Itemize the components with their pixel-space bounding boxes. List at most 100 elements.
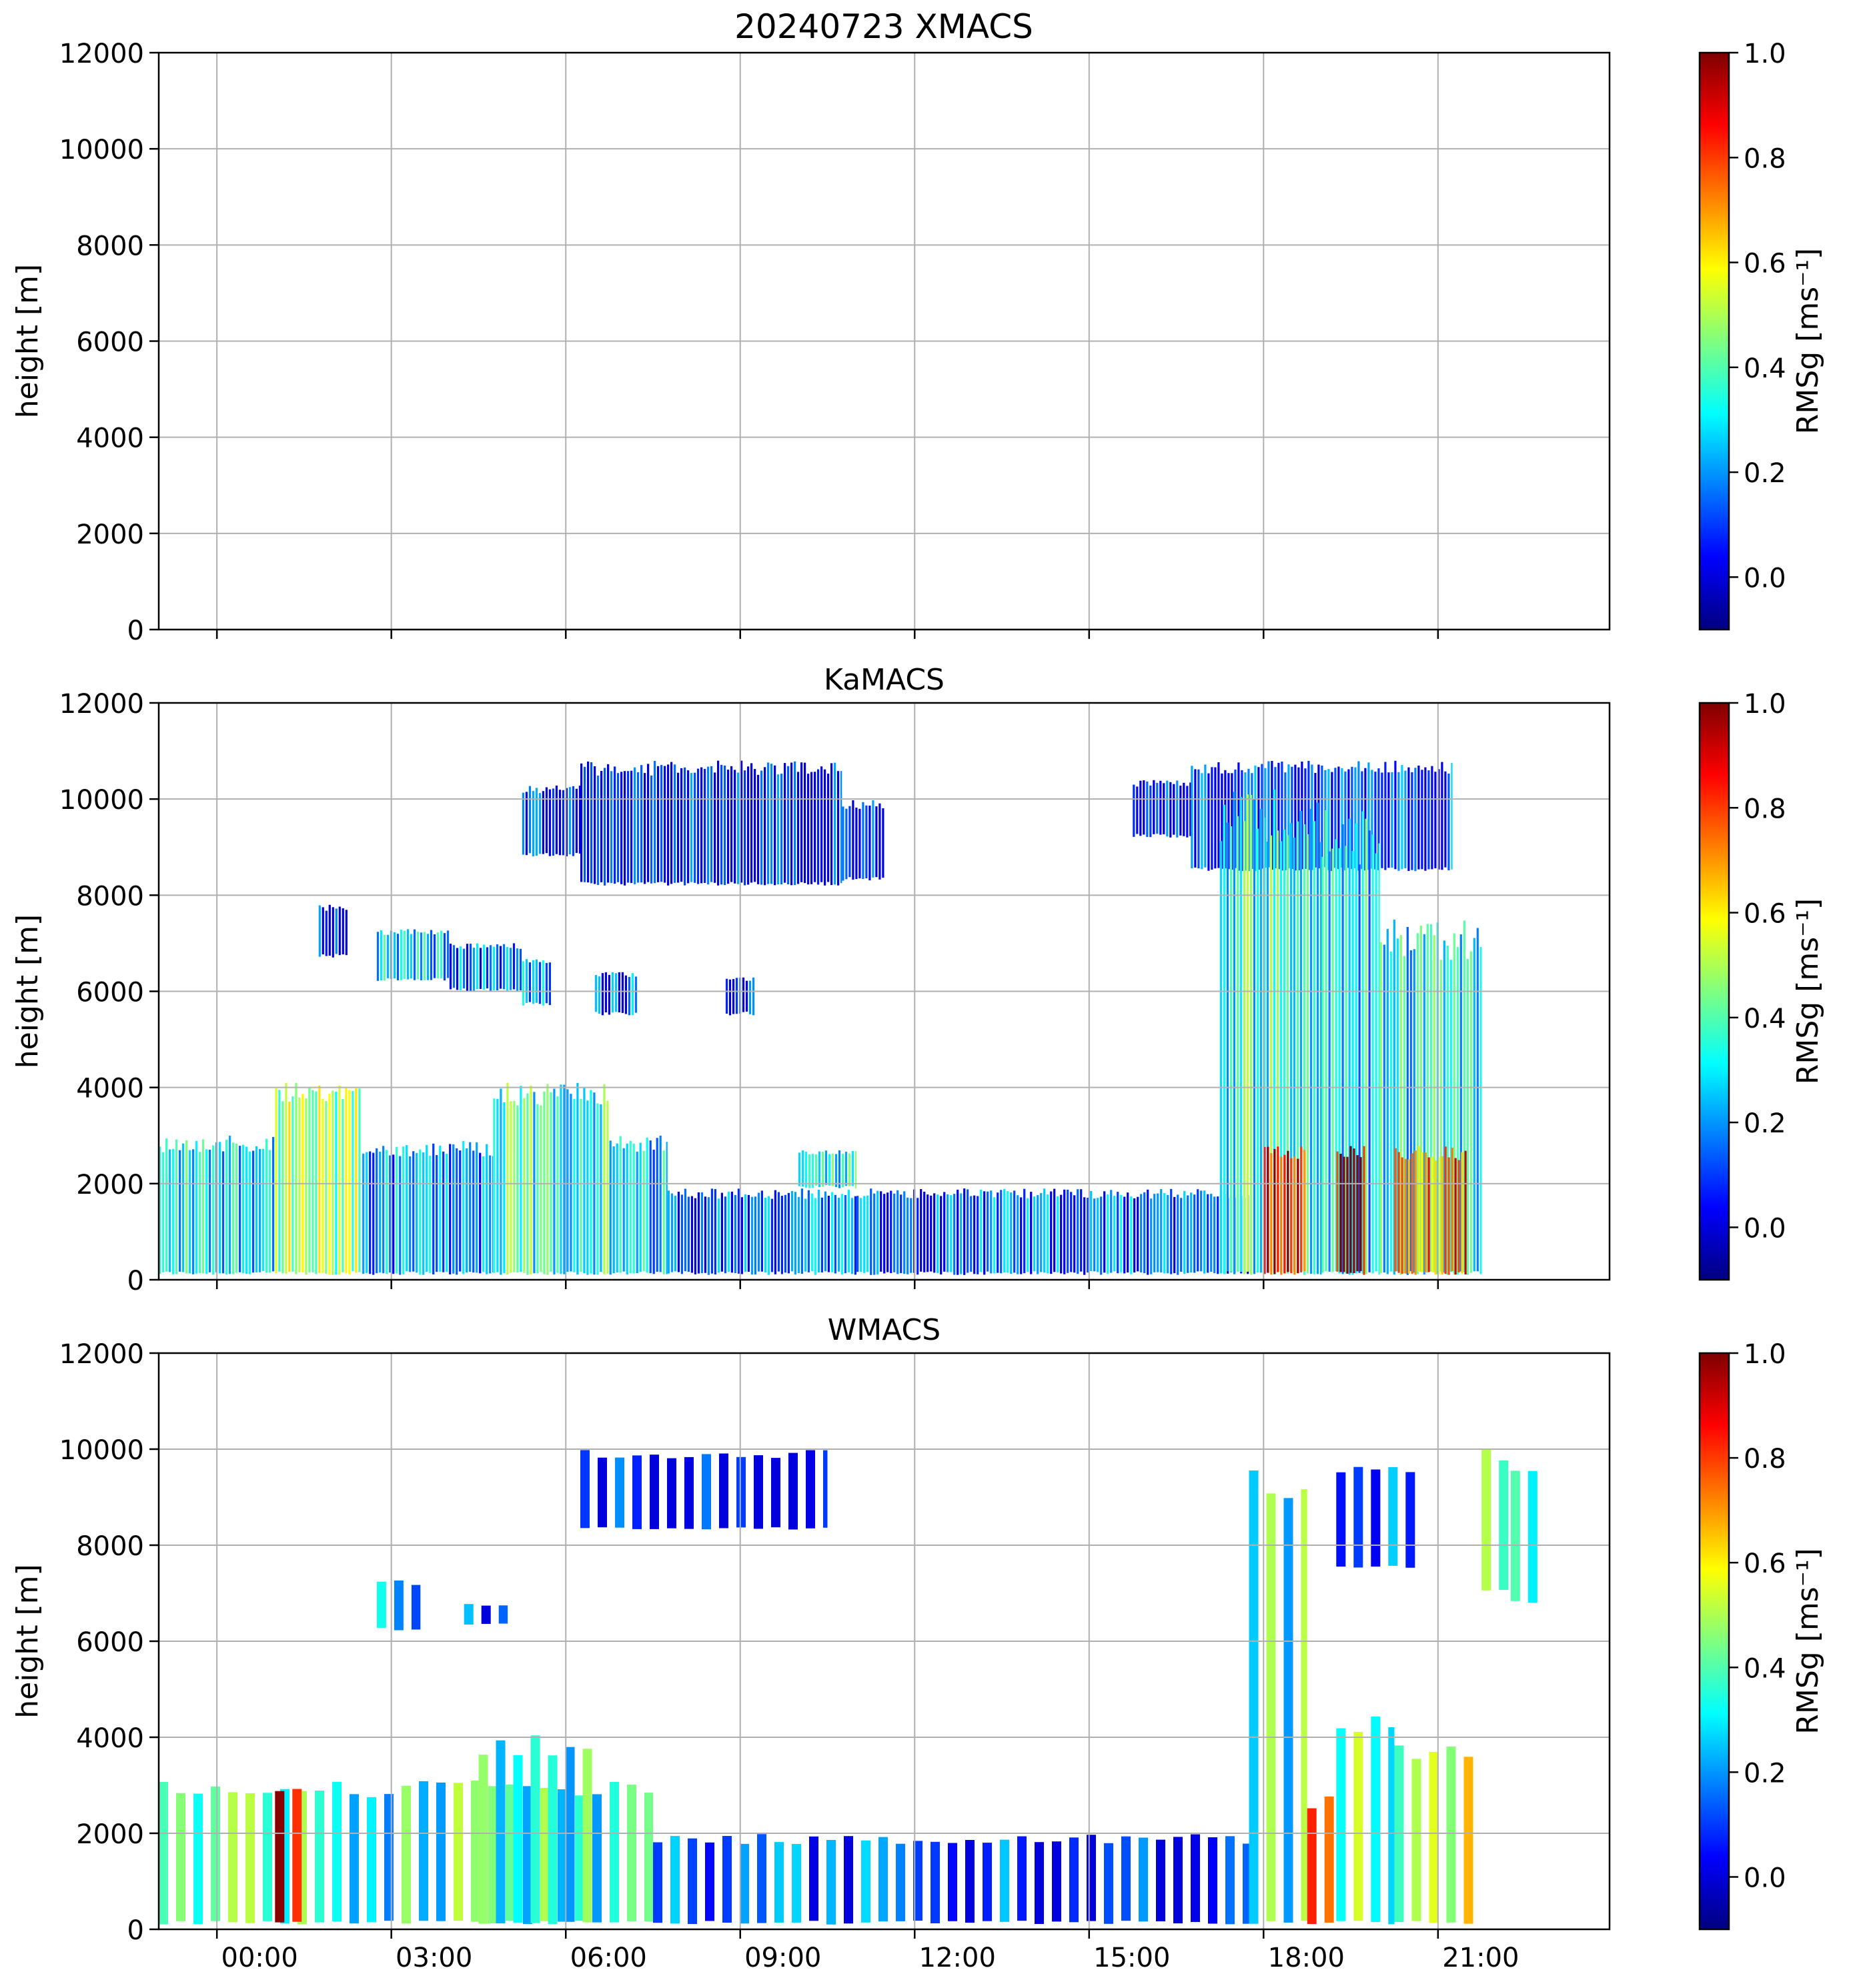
- heat-cell: [965, 1840, 975, 1923]
- heat-cell: [506, 1082, 509, 1275]
- heat-cell: [412, 1151, 415, 1272]
- heat-cell: [740, 760, 743, 883]
- heat-cell: [736, 1456, 746, 1528]
- heat-cell: [1351, 766, 1353, 870]
- heat-cell: [870, 1188, 872, 1275]
- heat-cell: [1183, 1190, 1186, 1274]
- heat-cell: [288, 1102, 291, 1272]
- heat-cell: [502, 944, 506, 990]
- heat-cell: [1283, 829, 1286, 1273]
- heat-cell: [479, 1152, 482, 1274]
- heat-cell: [702, 1454, 711, 1530]
- heat-cell: [1273, 1148, 1276, 1274]
- heat-cell: [419, 1781, 428, 1921]
- heat-cell: [452, 945, 456, 988]
- heat-cell: [1354, 767, 1357, 868]
- heat-cell: [684, 1188, 686, 1272]
- heat-cell: [1324, 1796, 1334, 1923]
- heat-cell: [1050, 1191, 1053, 1274]
- heat-cell: [1306, 834, 1309, 1274]
- heat-cell: [1277, 762, 1280, 870]
- heat-cell: [1231, 773, 1233, 870]
- heat-cell: [883, 1194, 886, 1274]
- heat-cell: [423, 932, 426, 980]
- heat-cell: [1147, 1189, 1149, 1275]
- heat-cell: [322, 1098, 324, 1273]
- heat-cell: [449, 944, 452, 990]
- heat-cell: [185, 1140, 188, 1274]
- heat-cell: [1093, 1198, 1096, 1272]
- heat-cell: [1276, 830, 1279, 1273]
- heat-cell: [810, 772, 813, 884]
- colorbar-tick-label: 0.6: [1744, 1549, 1786, 1579]
- heat-cell: [548, 789, 551, 856]
- heat-cell: [403, 930, 406, 979]
- heat-cell: [740, 1197, 743, 1274]
- y-axis-label-xmacs: height [m]: [11, 264, 45, 418]
- heat-cell: [492, 1156, 494, 1272]
- colorbar-gradient: [1700, 703, 1729, 1280]
- heat-cell: [997, 1192, 999, 1273]
- heat-cell: [1163, 1192, 1166, 1274]
- heat-cell: [413, 929, 416, 980]
- y-tick-label: 4000: [76, 1723, 144, 1754]
- heat-region: [1394, 1745, 1473, 1924]
- heat-cell: [522, 792, 524, 855]
- heat-cell: [841, 1153, 844, 1188]
- heat-cell: [479, 948, 482, 989]
- heat-cell: [690, 1196, 693, 1273]
- heat-cell: [172, 1148, 175, 1274]
- heat-cell: [570, 1094, 572, 1272]
- heat-cell: [1221, 773, 1223, 869]
- heat-cell: [1030, 1192, 1033, 1274]
- heat-cell: [687, 770, 690, 884]
- heat-cell: [576, 1082, 579, 1274]
- heat-cell: [840, 771, 842, 884]
- heat-cell: [528, 962, 531, 1002]
- heat-cell: [910, 1198, 912, 1273]
- heat-cell: [594, 766, 596, 884]
- heat-cell: [797, 772, 800, 884]
- heat-cell: [1388, 1727, 1395, 1925]
- heat-cell: [890, 1190, 892, 1273]
- heat-cell: [821, 1151, 824, 1187]
- heat-cell: [1464, 1150, 1467, 1274]
- heat-cell: [406, 1145, 408, 1272]
- heat-region: [376, 929, 450, 981]
- heat-cell: [1007, 1191, 1009, 1273]
- heat-cell: [636, 1151, 638, 1273]
- heat-cell: [1294, 764, 1297, 871]
- heat-cell: [366, 1152, 368, 1273]
- heat-region: [275, 1082, 361, 1275]
- heat-cell: [1157, 1193, 1159, 1272]
- heat-cell: [522, 961, 524, 1006]
- heat-cell: [255, 1146, 258, 1272]
- heat-cell: [179, 1150, 181, 1272]
- heat-cell: [630, 770, 633, 884]
- heat-cell: [525, 792, 528, 856]
- heat-cell: [1473, 938, 1475, 1272]
- heat-cell: [1267, 761, 1270, 868]
- heat-cell: [717, 1198, 720, 1273]
- heat-cell: [553, 1088, 556, 1274]
- heat-cell: [512, 943, 516, 990]
- heat-cell: [482, 944, 486, 990]
- heat-cell: [245, 1146, 248, 1274]
- heat-cell: [446, 930, 450, 978]
- heat-region: [493, 1082, 609, 1275]
- heat-cell: [1201, 773, 1203, 870]
- heat-cell: [550, 1092, 552, 1272]
- heat-cell: [1123, 1196, 1126, 1274]
- heat-cell: [1283, 1154, 1286, 1274]
- heat-cell: [610, 1782, 619, 1923]
- heat-cell: [700, 767, 703, 884]
- heat-cell: [700, 1192, 703, 1274]
- heat-cell: [1441, 1156, 1443, 1274]
- heat-cell: [757, 774, 760, 884]
- y-tick-label: 12000: [59, 39, 144, 69]
- heat-cell: [545, 787, 548, 854]
- heat-cell: [1414, 1150, 1417, 1275]
- heat-cell: [878, 803, 881, 880]
- heat-cell: [1321, 856, 1324, 1273]
